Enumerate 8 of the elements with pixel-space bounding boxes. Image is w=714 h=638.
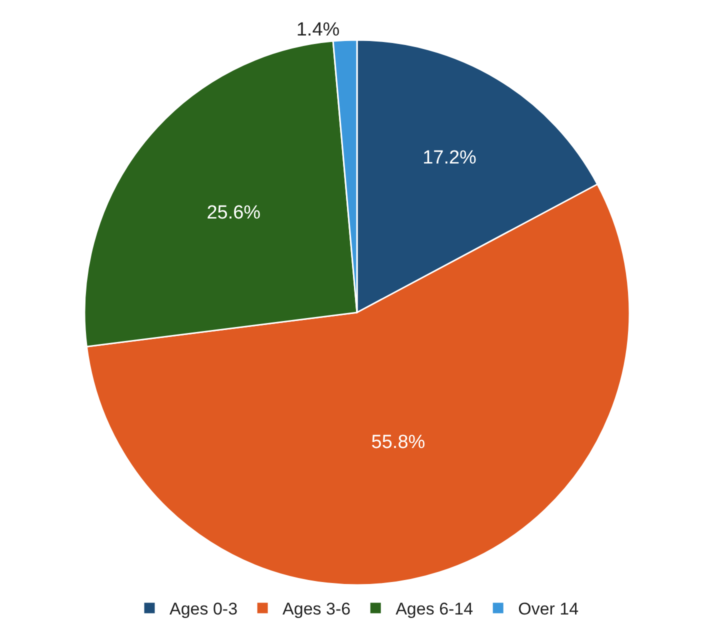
data-label: 17.2% — [422, 148, 477, 169]
data-label: 55.8% — [371, 432, 426, 453]
legend-label: Ages 0-3 — [170, 600, 238, 619]
legend-label: Ages 3-6 — [282, 600, 351, 619]
legend-label: Ages 6-14 — [396, 600, 474, 619]
data-label: 25.6% — [206, 202, 261, 224]
data-label: 1.4% — [296, 19, 340, 40]
legend-label: Over 14 — [518, 600, 579, 619]
